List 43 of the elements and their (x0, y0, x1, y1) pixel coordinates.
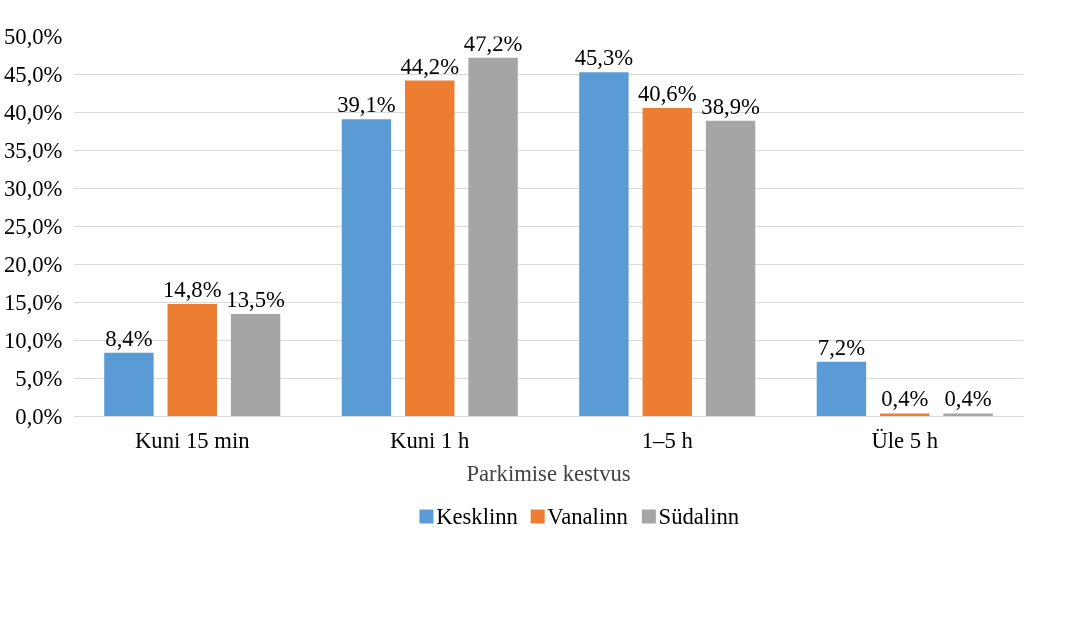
bar (468, 57, 518, 417)
data-label: 14,8% (162, 277, 222, 303)
y-tick-label: 0,0% (15, 404, 63, 429)
bar (943, 413, 993, 417)
x-tick-label: Kuni 1 h (390, 427, 471, 453)
data-label: 45,3% (574, 45, 634, 71)
bar (167, 304, 217, 417)
legend-label: Kesklinn (436, 504, 518, 529)
data-label: 39,1% (337, 92, 396, 118)
bar (405, 80, 455, 417)
y-tick-label: 15,0% (3, 290, 63, 315)
x-tick-label: Kuni 15 min (134, 427, 250, 453)
bar (705, 120, 756, 417)
data-label: 40,6% (637, 80, 697, 106)
data-label: 13,5% (226, 286, 285, 312)
x-axis-title: Parkimise kestvus (466, 460, 631, 486)
data-label: 44,2% (400, 53, 460, 79)
data-label: 7,2% (817, 334, 866, 360)
data-label: 0,4% (944, 386, 992, 412)
data-label: 38,9% (701, 93, 760, 119)
bar (880, 413, 930, 417)
y-tick-label: 50,0% (3, 24, 63, 49)
bar (816, 361, 867, 417)
y-tick-label: 45,0% (3, 62, 63, 87)
bar (642, 107, 692, 417)
y-tick-label: 10,0% (3, 328, 63, 353)
data-label: 0,4% (881, 386, 929, 412)
legend-label: Südalinn (658, 504, 740, 529)
y-tick-label: 20,0% (3, 252, 63, 277)
bar (341, 119, 392, 417)
legend-label: Vanalinn (547, 504, 628, 529)
x-tick-label: Üle 5 h (871, 427, 939, 453)
y-tick-label: 40,0% (3, 100, 63, 125)
bar (230, 313, 281, 417)
y-tick-label: 30,0% (3, 176, 63, 201)
y-tick-label: 5,0% (15, 366, 63, 391)
y-tick-label: 35,0% (3, 138, 63, 163)
bar (579, 72, 629, 417)
bar (104, 352, 154, 417)
data-label: 8,4% (105, 325, 153, 351)
y-tick-label: 25,0% (3, 214, 63, 239)
x-tick-label: 1–5 h (641, 427, 694, 453)
data-label: 47,2% (463, 30, 523, 56)
